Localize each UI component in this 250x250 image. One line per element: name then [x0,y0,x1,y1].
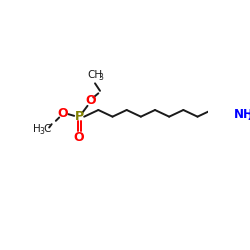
Text: O: O [57,107,68,120]
Text: P: P [74,110,84,123]
Text: H: H [33,124,40,134]
Text: 2: 2 [247,113,250,122]
Text: 3: 3 [98,73,103,82]
Text: O: O [86,94,96,107]
Text: CH: CH [88,70,102,80]
Text: C: C [43,124,50,134]
Text: O: O [74,131,85,144]
Text: 3: 3 [39,127,44,136]
Text: NH: NH [234,108,250,122]
